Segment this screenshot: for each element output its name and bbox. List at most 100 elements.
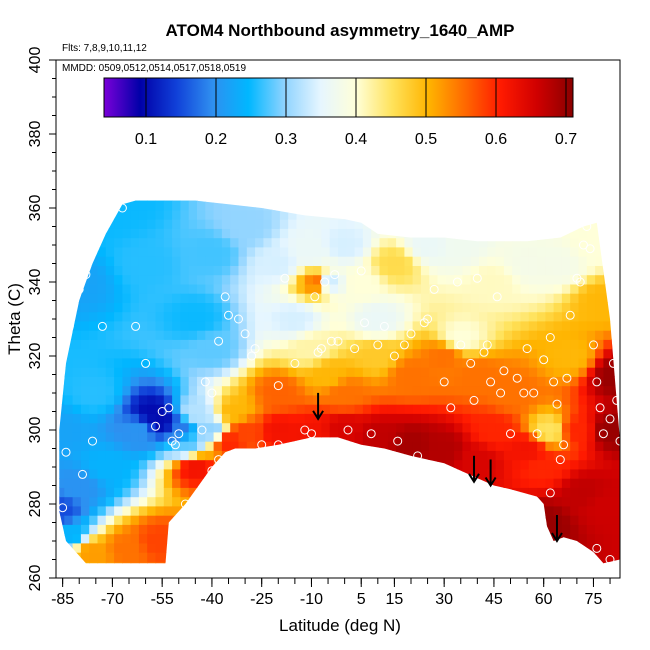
heatmap-cell <box>72 533 82 544</box>
heatmap-cell <box>205 200 215 211</box>
heatmap-cell <box>371 487 381 498</box>
heatmap-cell <box>329 441 339 451</box>
heatmap-cell <box>487 505 497 516</box>
heatmap-cell <box>188 468 198 479</box>
heatmap-cell <box>420 478 430 488</box>
heatmap-cell <box>271 200 281 202</box>
x-tick-label: 15 <box>386 591 404 608</box>
heatmap-cell <box>255 450 264 461</box>
heatmap-cell <box>130 339 140 350</box>
heatmap-cell <box>362 496 372 507</box>
heatmap-cell <box>611 302 621 313</box>
heatmap-cell <box>97 293 107 303</box>
heatmap-cell <box>611 385 621 396</box>
heatmap-cell <box>114 311 123 322</box>
heatmap-cell <box>553 505 563 516</box>
heatmap-cell <box>503 376 513 387</box>
heatmap-cell <box>64 478 74 488</box>
heatmap-cell <box>437 200 447 202</box>
heatmap-cell <box>553 209 563 220</box>
heatmap-cell <box>445 404 455 414</box>
heatmap-cell <box>263 265 273 276</box>
heatmap-cell <box>59 320 65 331</box>
heatmap-cell <box>537 219 546 229</box>
heatmap-cell <box>603 311 613 322</box>
heatmap-cell <box>263 293 273 303</box>
heatmap-cell <box>114 256 123 266</box>
sample-point <box>290 358 300 368</box>
heatmap-cell <box>462 339 472 350</box>
heatmap-cell <box>412 561 422 564</box>
heatmap-cell <box>470 496 480 507</box>
heatmap-cell <box>147 219 157 229</box>
heatmap-cell <box>412 320 422 331</box>
heatmap-cell <box>437 237 447 248</box>
heatmap-cell <box>329 367 339 377</box>
sample-point <box>310 292 320 302</box>
heatmap-cell <box>105 246 115 257</box>
heatmap-cell <box>230 283 240 294</box>
heatmap-cell <box>288 552 298 562</box>
heatmap-cell <box>130 533 140 544</box>
heatmap-cell <box>420 459 430 470</box>
flight-arrows <box>312 392 563 543</box>
heatmap-cell <box>288 200 298 202</box>
heatmap-cell <box>462 237 472 248</box>
heatmap-cell <box>271 302 281 313</box>
heatmap-cell <box>138 283 148 294</box>
heatmap-cell <box>537 237 546 248</box>
heatmap-cell <box>80 441 90 451</box>
colorbar-tick-label: 0.5 <box>415 131 437 148</box>
heatmap-cell <box>89 468 99 479</box>
sample-point <box>200 377 210 387</box>
heatmap-cell <box>586 339 596 350</box>
heatmap-cell <box>114 394 123 405</box>
heatmap-cell <box>205 496 215 507</box>
heatmap-cell <box>246 450 256 461</box>
heatmap-cell <box>387 330 397 340</box>
heatmap-cell <box>163 431 173 442</box>
y-tick-label: 280 <box>27 491 44 518</box>
heatmap-cell <box>263 515 273 525</box>
heatmap-cell <box>379 450 389 461</box>
heatmap-cell <box>512 385 522 396</box>
heatmap-cell <box>263 256 273 266</box>
heatmap-cell <box>354 357 364 368</box>
heatmap-cell <box>404 515 414 525</box>
heatmap-cell <box>213 237 223 248</box>
heatmap-cell <box>321 339 331 350</box>
heatmap-cell <box>138 237 148 248</box>
heatmap-cell <box>379 404 389 414</box>
heatmap-cell <box>172 413 181 424</box>
heatmap-cell <box>221 367 231 377</box>
heatmap-cell <box>354 367 364 377</box>
heatmap-cell <box>429 561 439 564</box>
heatmap-cell <box>64 330 74 340</box>
heatmap-cell <box>246 339 256 350</box>
heatmap-cell <box>105 505 115 516</box>
heatmap-cell <box>97 376 107 387</box>
heatmap-cell <box>528 394 538 405</box>
heatmap-cell <box>437 561 447 564</box>
heatmap-cell <box>578 394 588 405</box>
heatmap-cell <box>329 487 339 498</box>
heatmap-cell <box>545 200 555 211</box>
heatmap-cell <box>263 209 273 220</box>
heatmap-cell <box>246 348 256 359</box>
heatmap-cell <box>354 246 364 257</box>
heatmap-cell <box>396 274 405 285</box>
heatmap-cell <box>611 293 621 303</box>
heatmap-cell <box>97 330 107 340</box>
heatmap-cell <box>163 357 173 368</box>
heatmap-cell <box>537 478 546 488</box>
heatmap-cell <box>561 246 571 257</box>
heatmap-cell <box>155 450 165 461</box>
heatmap-cell <box>263 468 273 479</box>
heatmap-cell <box>80 394 90 405</box>
heatmap-cell <box>329 200 339 202</box>
heatmap-cell <box>288 302 298 313</box>
heatmap-cell <box>72 468 82 479</box>
heatmap-cell <box>387 228 397 239</box>
heatmap-cell <box>371 237 381 248</box>
heatmap-cell <box>503 283 513 294</box>
